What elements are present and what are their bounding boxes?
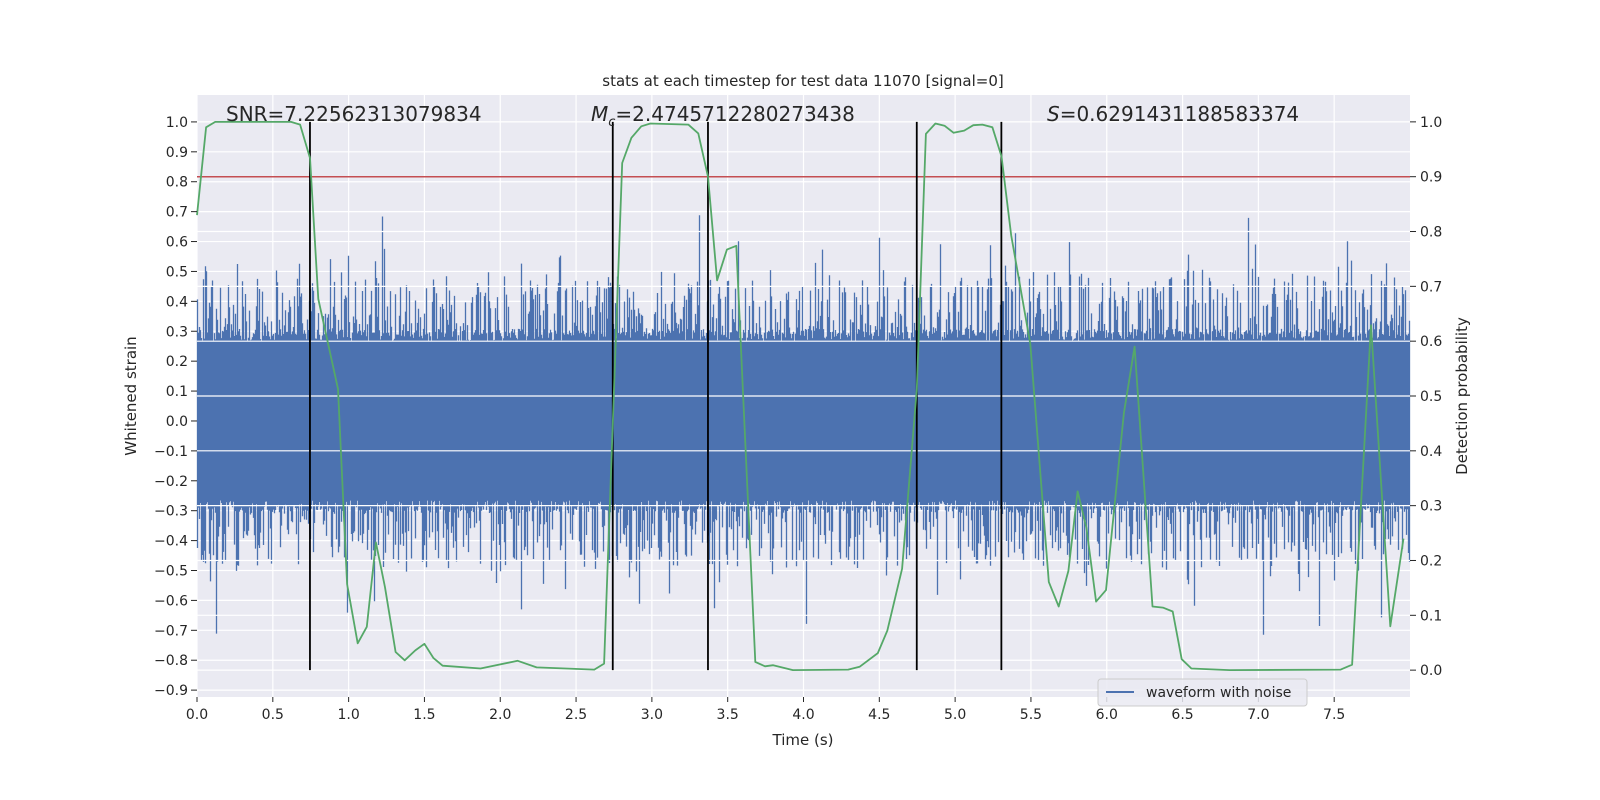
x-tick-label: 4.5 — [868, 707, 890, 723]
x-tick-label: 6.0 — [1096, 707, 1118, 723]
y-tick-label: 0.2 — [166, 354, 188, 370]
y-tick-label: 0.3 — [166, 324, 188, 340]
chart-title: stats at each timestep for test data 110… — [602, 72, 1003, 90]
legend-box — [1097, 678, 1308, 707]
y-tick-label: −0.5 — [154, 563, 188, 579]
mc-value: =2.4745712280273438 — [615, 102, 854, 126]
y-tick-label: 1.0 — [166, 115, 188, 131]
x-tick-label: 3.5 — [717, 707, 739, 723]
x-axis-label: Time (s) — [772, 731, 834, 749]
mc-subscript: c — [608, 115, 615, 130]
legend: waveform with noise — [1097, 678, 1308, 707]
legend-label-waveform: waveform with noise — [1146, 685, 1291, 701]
x-tick-label: 5.0 — [944, 707, 966, 723]
x-tick-label: 1.0 — [337, 707, 359, 723]
y-tick-label: 0.4 — [166, 294, 188, 310]
snr-annotation: SNR=7.22562313079834 — [226, 102, 482, 126]
x-tick-label: 4.0 — [792, 707, 814, 723]
x-tick-label: 0.0 — [186, 707, 208, 723]
y-axis-right-label: Detection probability — [1453, 317, 1471, 475]
waveform-line — [196, 215, 1411, 635]
y-tick-label: 0.9 — [166, 145, 188, 161]
x-tick-label: 3.0 — [641, 707, 663, 723]
y-tick-label: −0.4 — [154, 534, 188, 550]
y-axis-left-label: Whitened strain — [122, 336, 140, 455]
y-tick-label: −0.9 — [154, 683, 188, 699]
y-tick-label: 0.5 — [166, 264, 188, 280]
x-tick-label: 2.5 — [565, 707, 587, 723]
y-right-tick-label: 0.3 — [1420, 499, 1442, 515]
x-tick-label: 0.5 — [262, 707, 284, 723]
waveform-with-noise-series — [196, 215, 1411, 635]
x-tick-label: 7.5 — [1323, 707, 1345, 723]
x-tick-label: 7.0 — [1247, 707, 1269, 723]
y-axis-left-ticks: 1.0 0.9 0.8 0.7 0.6 0.5 0.4 0.3 0.2 0.1 0.0 −0.1 −0.… — [154, 115, 197, 699]
y-tick-label: −0.1 — [154, 444, 188, 460]
y-right-tick-label: 0.4 — [1420, 444, 1442, 460]
y-right-tick-label: 1.0 — [1420, 115, 1442, 131]
y-tick-label: 0.6 — [166, 235, 188, 251]
s-value: =0.6291431188583374 — [1060, 102, 1299, 126]
x-tick-label: 1.5 — [413, 707, 435, 723]
y-tick-label: −0.3 — [154, 504, 188, 520]
detection-probability-series — [196, 121, 1405, 671]
y-tick-label: 0.8 — [166, 175, 188, 191]
y-tick-label: 0.0 — [166, 414, 188, 430]
y-right-tick-label: 0.6 — [1420, 334, 1442, 350]
y-right-tick-label: 0.2 — [1420, 553, 1442, 569]
y-tick-label: 0.7 — [166, 205, 188, 221]
y-tick-label: −0.6 — [154, 593, 188, 609]
detection-probability-line — [196, 121, 1405, 671]
y-tick-label: −0.7 — [154, 623, 188, 639]
x-tick-label: 6.5 — [1171, 707, 1193, 723]
y-tick-label: −0.8 — [154, 653, 188, 669]
y-right-tick-label: 0.5 — [1420, 389, 1442, 405]
y-right-tick-label: 0.8 — [1420, 225, 1442, 241]
y-right-tick-label: 0.0 — [1420, 663, 1442, 679]
grid-right — [197, 121, 1410, 671]
s-symbol: S — [1047, 102, 1060, 126]
y-right-tick-label: 0.7 — [1420, 279, 1442, 295]
mc-symbol: M — [591, 102, 608, 126]
y-right-tick-label: 0.9 — [1420, 170, 1442, 186]
y-tick-label: 0.1 — [166, 384, 188, 400]
y-axis-right-ticks: 1.0 0.9 0.8 0.7 0.6 0.5 0.4 0.3 0.2 0.1 0.0 — [1410, 115, 1442, 679]
x-tick-label: 5.5 — [1020, 707, 1042, 723]
y-right-tick-label: 0.1 — [1420, 608, 1442, 624]
s-annotation: S=0.6291431188583374 — [1047, 102, 1299, 126]
y-tick-label: −0.2 — [154, 474, 188, 490]
x-tick-label: 2.0 — [489, 707, 511, 723]
chirp-mass-annotation: Mc=2.4745712280273438 — [591, 102, 855, 130]
x-axis-ticks: 0.0 0.5 1.0 1.5 2.0 2.5 3.0 3.5 4.0 4.5 5.0 5.5 6.0 6… — [186, 697, 1345, 723]
